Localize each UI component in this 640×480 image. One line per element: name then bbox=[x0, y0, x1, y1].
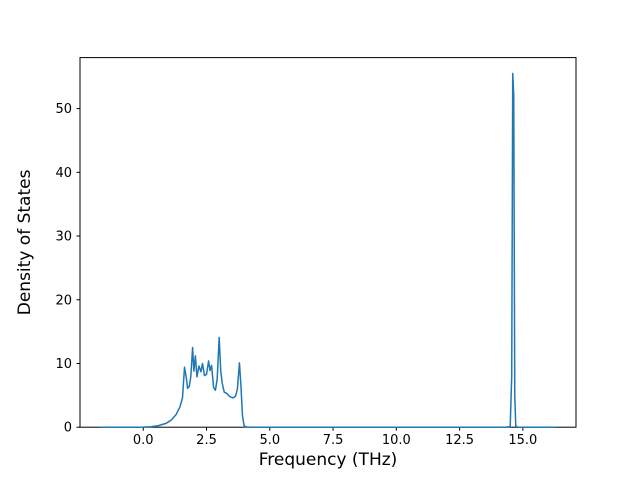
plot-border bbox=[79, 57, 577, 428]
y-tick-label: 20 bbox=[55, 293, 72, 308]
x-tick-label: 5.0 bbox=[259, 433, 280, 448]
x-tick-label: 10.0 bbox=[382, 433, 411, 448]
y-tick-label: 0 bbox=[64, 421, 72, 436]
x-tick-label: 12.5 bbox=[445, 433, 474, 448]
y-axis-label: Density of States bbox=[15, 169, 35, 315]
y-tick-label: 40 bbox=[55, 166, 72, 181]
x-tick-label: 0.0 bbox=[133, 433, 154, 448]
y-tick-label: 50 bbox=[55, 102, 72, 117]
x-tick-label: 7.5 bbox=[323, 433, 344, 448]
x-tick-label: 15.0 bbox=[508, 433, 537, 448]
x-axis-label: Frequency (THz) bbox=[259, 450, 398, 470]
y-tick-label: 10 bbox=[55, 357, 72, 372]
x-tick-label: 2.5 bbox=[196, 433, 217, 448]
dos-line bbox=[100, 72, 556, 428]
y-tick-label: 30 bbox=[55, 230, 72, 245]
